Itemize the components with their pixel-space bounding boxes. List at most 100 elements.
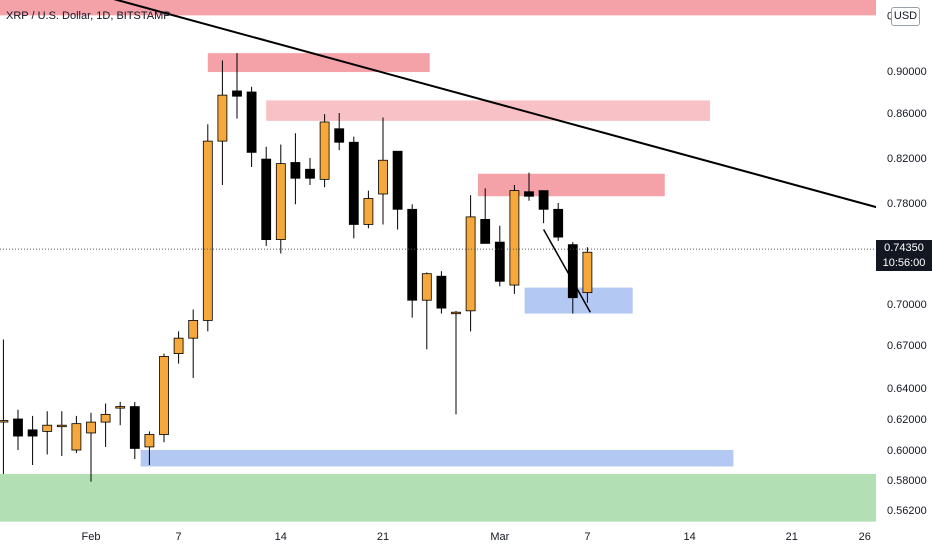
candle: [538, 190, 549, 224]
time-tick-label: 7: [584, 531, 590, 543]
bar-countdown-label: 10:56:00: [876, 256, 932, 271]
candle: [232, 53, 242, 119]
bearish-candle-body: [290, 162, 301, 179]
candle: [465, 195, 476, 332]
bearish-candle-body: [334, 128, 345, 143]
bearish-candle-body: [129, 406, 140, 449]
bullish-candle-body: [509, 190, 520, 286]
candle: [305, 158, 315, 185]
bullish-candle-body: [86, 421, 96, 434]
currency-button[interactable]: USD: [891, 7, 920, 26]
candle: [363, 190, 374, 229]
bearish-candle-body: [13, 418, 23, 437]
last-price-label: 0.74350: [876, 240, 932, 256]
candle: [129, 401, 140, 459]
demand-zone: [140, 450, 734, 467]
bullish-candle-body: [42, 424, 53, 432]
candle: [202, 124, 213, 332]
candle: [100, 403, 111, 447]
bullish-candle-body: [363, 198, 374, 225]
bearish-candle-body: [480, 219, 491, 244]
bullish-candle-body: [582, 251, 593, 294]
bullish-candle-body: [275, 163, 286, 241]
support-zone: [0, 474, 876, 522]
price-axis-background: [876, 0, 932, 550]
bullish-candle-body: [56, 424, 67, 428]
bullish-candle-body: [100, 413, 111, 423]
candle: [56, 411, 67, 456]
descending-trendline: [113, 0, 876, 209]
time-tick-label: 14: [275, 531, 287, 543]
bearish-candle-body: [305, 168, 315, 179]
bearish-candle-body: [524, 191, 534, 197]
candle: [27, 415, 38, 465]
supply-zone: [0, 0, 876, 16]
candle: [115, 401, 126, 426]
bearish-candle-body: [348, 141, 359, 225]
time-tick-label: 14: [683, 531, 695, 543]
candle: [42, 411, 53, 455]
time-tick-label: 7: [176, 531, 182, 543]
bearish-candle-body: [436, 275, 447, 309]
candle: [436, 271, 447, 314]
price-tick-label: 0.58000: [887, 475, 927, 487]
bullish-candle-body: [319, 121, 330, 180]
bearish-candle-body: [567, 244, 578, 299]
supply-light-zone: [266, 100, 711, 121]
bearish-candle-body: [407, 208, 418, 301]
bullish-candle-body: [378, 159, 388, 195]
candle: [348, 136, 359, 239]
price-tick-label: 0.62000: [887, 414, 927, 426]
price-tick-label: 0.78000: [887, 198, 927, 210]
bullish-candle-body: [71, 423, 82, 451]
chart-title: XRP / U.S. Dollar, 1D, BITSTAMP: [6, 10, 171, 22]
candle: [246, 86, 257, 167]
candle: [0, 339, 9, 474]
axis-layer: 0.0.900000.860000.820000.780000.700000.6…: [82, 0, 932, 550]
bearish-candle-body: [27, 429, 38, 437]
zone-layer: [0, 0, 876, 522]
candle: [494, 225, 505, 287]
price-tick-label: 0.82000: [887, 153, 927, 165]
candle: [261, 146, 272, 246]
candle: [582, 247, 593, 303]
supply-zone: [477, 173, 665, 197]
candle: [480, 188, 491, 244]
candle: [275, 144, 286, 254]
candle: [71, 415, 82, 453]
candle: [86, 412, 96, 482]
price-tick-label: 0.70000: [887, 299, 927, 311]
bullish-candle-body: [173, 337, 184, 354]
candle: [509, 185, 520, 294]
candle: [217, 60, 228, 185]
price-tick-label: 0.67000: [887, 340, 927, 352]
candle-layer: [0, 53, 593, 482]
bullish-candle-body: [0, 420, 9, 423]
price-tick-label: 0.86000: [887, 108, 927, 120]
candle: [13, 409, 23, 450]
bullish-candle-body: [159, 356, 169, 435]
candle: [421, 272, 432, 350]
time-tick-label: 26: [859, 531, 871, 543]
short-channel-line: [542, 229, 591, 313]
candle: [144, 431, 155, 465]
candle: [290, 133, 301, 205]
candle: [567, 242, 578, 314]
bullish-candle-body: [451, 311, 461, 315]
bullish-candle-body: [188, 319, 199, 339]
bearish-candle-body: [246, 91, 257, 153]
candle: [159, 353, 169, 443]
time-tick-label: Mar: [490, 531, 509, 543]
bullish-candle-body: [465, 216, 476, 312]
time-tick-label: Feb: [82, 531, 101, 543]
time-tick-label: 21: [786, 531, 798, 543]
bearish-candle-body: [261, 158, 272, 241]
bearish-candle-body: [494, 241, 505, 282]
bullish-candle-body: [217, 94, 228, 142]
drawing-layer: [0, 0, 876, 313]
candle: [334, 113, 345, 151]
bullish-candle-body: [144, 434, 155, 448]
price-tick-label: 0.56200: [887, 505, 927, 517]
